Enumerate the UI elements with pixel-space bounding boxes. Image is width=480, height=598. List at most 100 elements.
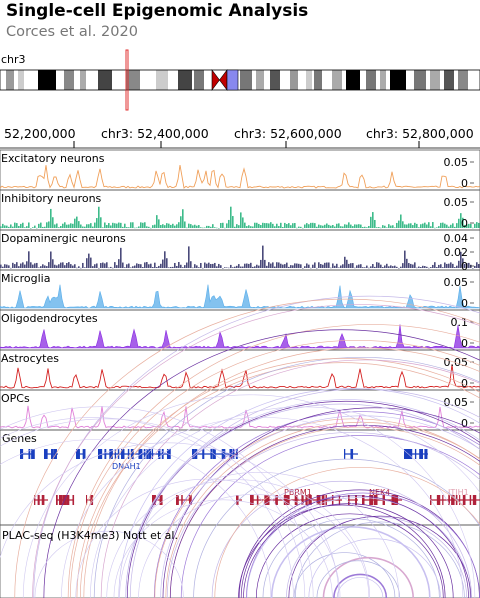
signal-bar xyxy=(388,266,390,268)
signal-bar xyxy=(150,263,152,268)
signal-bar xyxy=(20,263,22,268)
signal-bar xyxy=(272,223,274,228)
signal-bar xyxy=(428,222,430,228)
gene-model[interactable] xyxy=(56,495,75,505)
signal-bar xyxy=(148,226,150,228)
signal-bar xyxy=(40,266,42,268)
chromosome-band xyxy=(194,70,204,90)
signal-bar xyxy=(240,212,242,228)
signal-bar xyxy=(290,225,292,228)
signal-bar xyxy=(454,267,456,268)
signal-bar xyxy=(156,267,158,268)
signal-bar xyxy=(54,264,56,268)
signal-bar xyxy=(266,265,268,268)
signal-bar xyxy=(50,251,52,268)
signal-bar xyxy=(12,262,14,268)
signal-bar xyxy=(26,226,28,228)
signal-track[interactable]: Excitatory neurons 0.05 0 xyxy=(0,149,480,191)
genome-axis: 52,200,000 chr3: 52,400,000 chr3: 52,600… xyxy=(0,126,480,149)
signal-bar xyxy=(2,266,4,268)
signal-bar xyxy=(252,226,254,228)
signal-bar xyxy=(408,263,410,268)
signal-bar xyxy=(374,266,376,268)
signal-bar xyxy=(170,224,172,228)
signal-bar xyxy=(44,226,46,228)
signal-bar xyxy=(176,265,178,268)
signal-track[interactable]: Astrocytes 0.050 xyxy=(0,349,480,391)
signal-bar xyxy=(350,263,352,268)
signal-track[interactable]: Inhibitory neurons 0.05 0 xyxy=(0,189,480,231)
gene-model[interactable] xyxy=(34,495,48,505)
interaction-arc xyxy=(316,560,401,598)
interaction-arc xyxy=(113,499,333,598)
signal-bar xyxy=(260,259,262,268)
signal-bar xyxy=(402,221,404,228)
chromosome-ideogram[interactable]: chr3 xyxy=(0,49,480,111)
signal-bar xyxy=(370,216,372,228)
signal-bar xyxy=(340,226,342,228)
track-label: Oligodendrocytes xyxy=(1,312,98,325)
signal-bar xyxy=(400,266,402,268)
signal-bar xyxy=(82,226,84,228)
signal-bar xyxy=(58,264,60,268)
signal-bar xyxy=(296,227,298,229)
signal-track[interactable]: Oligodendrocytes 0.1 0 xyxy=(0,309,480,351)
interaction-arc xyxy=(288,515,472,598)
signal-bar xyxy=(292,223,294,228)
signal-bar xyxy=(366,265,368,268)
gene-model[interactable] xyxy=(404,449,428,459)
signal-bar xyxy=(462,258,464,268)
arc-track[interactable]: PLAC-seq (H3K4me3) Nott et al. xyxy=(0,296,480,598)
signal-bar xyxy=(52,217,54,228)
interaction-arc xyxy=(180,435,480,598)
signal-bar xyxy=(464,263,466,268)
gene-track-label: Genes xyxy=(2,432,37,445)
signal-bar xyxy=(282,264,284,268)
signal-bar xyxy=(360,224,362,228)
signal-bar xyxy=(4,225,6,228)
interaction-arc xyxy=(61,417,464,598)
signal-bar xyxy=(418,227,420,228)
signal-bar xyxy=(424,222,426,228)
gene-model[interactable] xyxy=(176,495,192,505)
signal-bar xyxy=(106,224,108,228)
interaction-arc xyxy=(308,538,441,598)
gene-name-label[interactable]: NEK4 xyxy=(369,488,390,497)
chromosome-band xyxy=(270,70,280,90)
gene-name-label[interactable]: DNAH1 xyxy=(112,462,141,471)
signal-bar xyxy=(136,227,138,229)
signal-bar xyxy=(42,264,44,268)
gene-track[interactable]: Genes DNAH1 PBRM1 NEK4 ITIH1 xyxy=(0,429,480,526)
chromosome-band xyxy=(332,70,342,90)
signal-bar xyxy=(416,223,418,228)
gene-model[interactable] xyxy=(76,449,86,459)
signal-bar xyxy=(150,227,152,229)
track-axis-tick: 0.04 xyxy=(444,232,469,245)
gene-model[interactable] xyxy=(348,495,358,505)
signal-bar xyxy=(208,262,210,268)
gene-model[interactable] xyxy=(344,449,358,459)
gene-model[interactable] xyxy=(20,449,35,459)
signal-bar xyxy=(188,223,190,228)
signal-bar xyxy=(440,264,442,268)
signal-bar xyxy=(190,261,192,268)
signal-bar xyxy=(300,226,302,228)
axis-tick-label: 52,200,000 xyxy=(4,126,76,141)
signal-bar xyxy=(52,259,54,268)
signal-bar xyxy=(296,263,298,268)
gene-name-label[interactable]: ITIH1 xyxy=(448,488,469,497)
signal-bar xyxy=(154,224,156,228)
signal-bar xyxy=(438,226,440,228)
signal-bar xyxy=(362,267,364,268)
signal-bar xyxy=(212,224,214,228)
view-region-highlight[interactable] xyxy=(125,49,129,111)
signal-bar xyxy=(470,223,472,228)
signal-bar xyxy=(380,227,382,229)
signal-track[interactable]: Dopaminergic neurons 0.040.020 xyxy=(0,229,480,273)
signal-bar xyxy=(174,225,176,228)
signal-bar xyxy=(228,219,230,228)
signal-bar xyxy=(112,222,114,228)
signal-bar xyxy=(244,222,246,228)
signal-bar xyxy=(298,263,300,268)
